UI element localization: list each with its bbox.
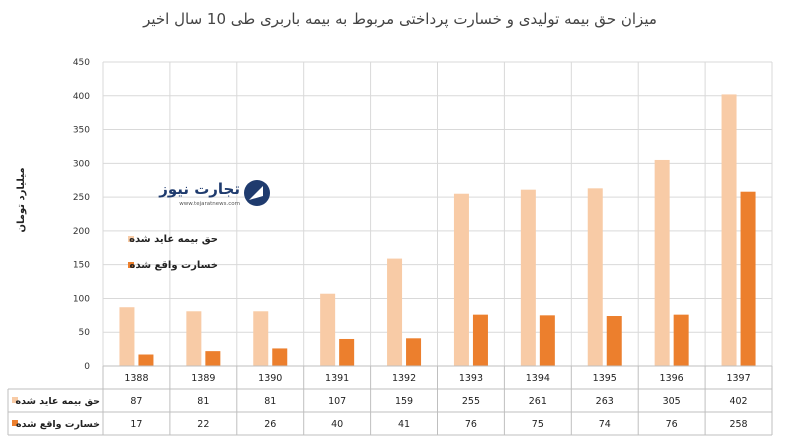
bar-premium-1392 (387, 258, 403, 366)
table-cell-value: 40 (331, 419, 343, 430)
x-tick-label: 1388 (124, 373, 148, 384)
legend: حق بیمه عاید شده خسارت واقع شده (128, 234, 218, 271)
bar-loss-1396 (673, 314, 689, 366)
chart-title: میزان حق بیمه تولیدی و خسارت پرداختی مرب… (142, 10, 657, 29)
y-tick-label: 300 (73, 159, 90, 169)
table-cell-value: 305 (663, 396, 681, 407)
bar-loss-1393 (472, 314, 488, 366)
table-cell-value: 41 (398, 419, 410, 430)
x-tick-label: 1393 (459, 373, 483, 384)
legend-swatch-loss (128, 262, 134, 268)
table-cell-value: 255 (462, 396, 480, 407)
table-legend-swatch (12, 397, 18, 403)
bar-premium-1393 (453, 193, 469, 366)
table-cell-value: 26 (264, 419, 276, 430)
bar-premium-1395 (587, 188, 603, 366)
x-tick-label: 1392 (392, 373, 416, 384)
bar-loss-1397 (740, 191, 756, 366)
legend-label-loss: خسارت واقع شده (130, 260, 218, 271)
bar-loss-1391 (339, 338, 355, 366)
bar-loss-1394 (539, 315, 555, 366)
y-axis-label: میلیارد تومان (16, 167, 27, 232)
legend-swatch-premium (128, 236, 134, 242)
y-tick-label: 0 (84, 362, 90, 372)
bar-loss-1389 (205, 351, 221, 366)
x-tick-label: 1397 (726, 373, 750, 384)
table-cell-value: 263 (596, 396, 614, 407)
y-tick-label: 450 (73, 58, 90, 68)
bar-loss-1390 (272, 348, 288, 366)
x-tick-label: 1391 (325, 373, 349, 384)
table-cell-value: 81 (197, 396, 209, 407)
table-cell-value: 74 (599, 419, 611, 430)
bar-premium-1394 (520, 189, 536, 366)
bar-loss-1392 (406, 338, 422, 366)
y-tick-label: 150 (73, 261, 90, 271)
logo-arrow-icon (249, 186, 263, 200)
bar-loss-1388 (138, 354, 154, 366)
table-cell-value: 402 (729, 396, 747, 407)
bar-premium-1390 (253, 311, 269, 366)
table-cell-value: 75 (532, 419, 544, 430)
table-cell-value: 22 (197, 419, 209, 430)
bars (119, 94, 756, 366)
table-cell-value: 81 (264, 396, 276, 407)
table-cell-value: 87 (130, 396, 142, 407)
legend-label-premium: حق بیمه عاید شده (129, 234, 218, 245)
table-cell-value: 258 (729, 419, 747, 430)
tejaratnews-logo: تجارت نیوز www.tejaratnews.com (158, 180, 270, 207)
table-cell-value: 107 (328, 396, 346, 407)
x-tick-label: 1389 (191, 373, 215, 384)
gridlines (102, 61, 773, 367)
x-tick-label: 1390 (258, 373, 282, 384)
logo-url: www.tejaratnews.com (179, 201, 240, 207)
table-cell-value: 261 (529, 396, 547, 407)
table-cell-value: 76 (465, 419, 477, 430)
x-tick-label: 1396 (660, 373, 684, 384)
y-tick-labels: 0 50 100 150 200 250 300 350 400 450 (73, 58, 90, 372)
bar-premium-1397 (721, 94, 737, 366)
bar-premium-1391 (320, 293, 336, 366)
y-tick-label: 100 (73, 294, 90, 304)
table-legend-swatch (12, 420, 18, 426)
table-cell-value: 159 (395, 396, 413, 407)
y-tick-label: 250 (73, 193, 90, 203)
x-tick-label: 1394 (526, 373, 550, 384)
y-tick-label: 50 (79, 328, 91, 338)
bar-premium-1396 (654, 159, 670, 366)
y-tick-label: 400 (73, 92, 90, 102)
y-tick-label: 200 (73, 227, 90, 237)
table-cell-value: 17 (130, 419, 142, 430)
x-tick-label: 1395 (593, 373, 617, 384)
table-cell-value: 76 (666, 419, 678, 430)
table-row-label: حق بیمه عاید شده (16, 396, 100, 407)
data-table: 1388 1389 1390 1391 1392 1393 1394 1395 1396 1397… (7, 365, 773, 436)
bar-loss-1395 (606, 316, 622, 366)
bar-premium-1389 (186, 311, 202, 366)
bar-premium-1388 (119, 307, 135, 366)
table-row-label: خسارت واقع شده (16, 419, 100, 430)
logo-text: تجارت نیوز (158, 180, 240, 198)
y-tick-label: 350 (73, 126, 90, 136)
